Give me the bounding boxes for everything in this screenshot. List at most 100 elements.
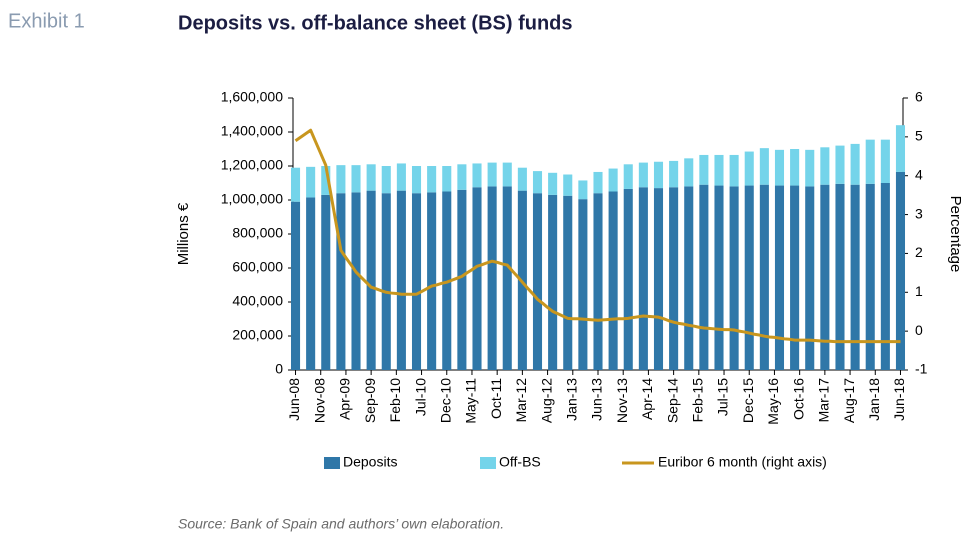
bar-segment [472, 163, 482, 188]
bar-segment [608, 168, 618, 192]
y2-tick-label: 1 [915, 283, 923, 299]
bar-segment [729, 186, 739, 370]
y2-tick-label: 5 [915, 128, 923, 144]
y-tick-label: 600,000 [232, 259, 283, 275]
y2-axis-label: Percentage [947, 196, 964, 273]
bar-segment [850, 184, 860, 370]
bar-segment [593, 171, 603, 194]
legend-label: Deposits [343, 454, 397, 470]
x-tick-label: Oct-16 [790, 378, 806, 420]
y-tick-label: 0 [275, 361, 283, 377]
bar-segment [396, 163, 406, 191]
bar-segment [517, 167, 527, 191]
bar-segment [669, 160, 679, 188]
exhibit-label: Exhibit 1 [8, 10, 85, 32]
x-tick-label: Aug-12 [538, 378, 554, 423]
x-tick-label: Apr-09 [337, 378, 353, 420]
bar-segment [774, 149, 785, 186]
y2-tick-label: 4 [915, 166, 923, 182]
bar-segment [638, 162, 648, 188]
x-tick-label: Jun-18 [891, 378, 907, 421]
bar-segment [366, 164, 376, 191]
bar-segment [865, 183, 875, 370]
y2-tick-label: 3 [915, 205, 923, 221]
bar-segment [548, 194, 558, 370]
bar-segment [623, 164, 633, 189]
x-tick-label: Mar-17 [816, 378, 832, 423]
y2-tick-label: 6 [915, 89, 923, 105]
y-tick-label: 1,400,000 [221, 123, 283, 139]
bar-segment [744, 185, 754, 370]
bar-segment [457, 189, 467, 370]
bar-segment [669, 187, 679, 370]
bar-segment [351, 192, 361, 370]
x-tick-label: Jun-13 [589, 378, 605, 421]
bar-segment [351, 165, 361, 193]
bar-segment [895, 171, 906, 370]
chart-title: Deposits vs. off-balance sheet (BS) fund… [178, 12, 573, 34]
bar-segment [442, 166, 452, 192]
bar-segment [865, 139, 875, 184]
bar-segment [487, 162, 497, 187]
bar-segment [699, 154, 709, 185]
bar-segment [653, 188, 664, 370]
x-tick-label: Jul-10 [412, 378, 428, 416]
bar-segment [880, 139, 890, 183]
bar-segment [427, 192, 437, 370]
bar-segment [396, 190, 406, 370]
legend-swatch [480, 457, 496, 469]
bar-segment [744, 151, 754, 186]
bar-segment [714, 185, 724, 370]
bar-segment [321, 194, 331, 370]
source-note: Source: Bank of Spain and authors’ own e… [178, 516, 504, 532]
y-tick-label: 1,000,000 [221, 191, 283, 207]
y2-tick-label: 2 [915, 244, 923, 260]
bar-segment [306, 197, 316, 370]
x-tick-label: Apr-14 [639, 378, 655, 420]
bar-segment [563, 195, 573, 370]
bar-segment [381, 166, 391, 194]
line-series [294, 128, 901, 344]
bar-segment [487, 186, 497, 370]
bar-segment [835, 183, 845, 370]
x-tick-label: Feb-15 [690, 378, 706, 423]
bar-segment [805, 149, 815, 187]
legend-label: Euribor 6 month (right axis) [658, 454, 827, 470]
x-tick-label: May-16 [765, 378, 781, 425]
bar-segment [759, 184, 769, 370]
x-tick-label: Sep-09 [362, 378, 378, 423]
bar-segment [820, 184, 830, 370]
x-tick-label: Nov-13 [614, 378, 630, 423]
bar-segment [578, 199, 588, 370]
bar-segment [563, 174, 573, 196]
bar-segment [759, 148, 769, 185]
bar-segment [805, 186, 815, 370]
bar-segment [472, 187, 482, 370]
bar-segment [714, 154, 724, 186]
bar-segment [306, 166, 316, 198]
bar-segment [684, 158, 694, 187]
bar-segment [427, 166, 437, 193]
bar-segment [502, 186, 512, 370]
x-tick-label: Dec-10 [437, 378, 453, 423]
bar-segment [895, 125, 906, 172]
legend-swatch [324, 457, 340, 469]
bar-segment [850, 143, 860, 185]
x-tick-label: Mar-12 [513, 378, 529, 423]
x-tick-label: Dec-15 [740, 378, 756, 423]
y2-tick-label: 0 [915, 322, 923, 338]
y-tick-label: 1,600,000 [221, 89, 283, 105]
bar-segment [774, 185, 785, 370]
bar-segment [502, 162, 512, 187]
bar-segment [638, 187, 648, 370]
bar-segment [729, 154, 739, 187]
x-tick-label: Jul-15 [715, 378, 731, 416]
bar-segment [593, 193, 603, 370]
bar-segment [381, 193, 391, 370]
bar-segment [653, 161, 664, 189]
x-tick-label: Sep-14 [664, 378, 680, 423]
bar-segment [623, 188, 633, 370]
bar-segment [820, 147, 830, 185]
bar-segment [457, 164, 467, 190]
